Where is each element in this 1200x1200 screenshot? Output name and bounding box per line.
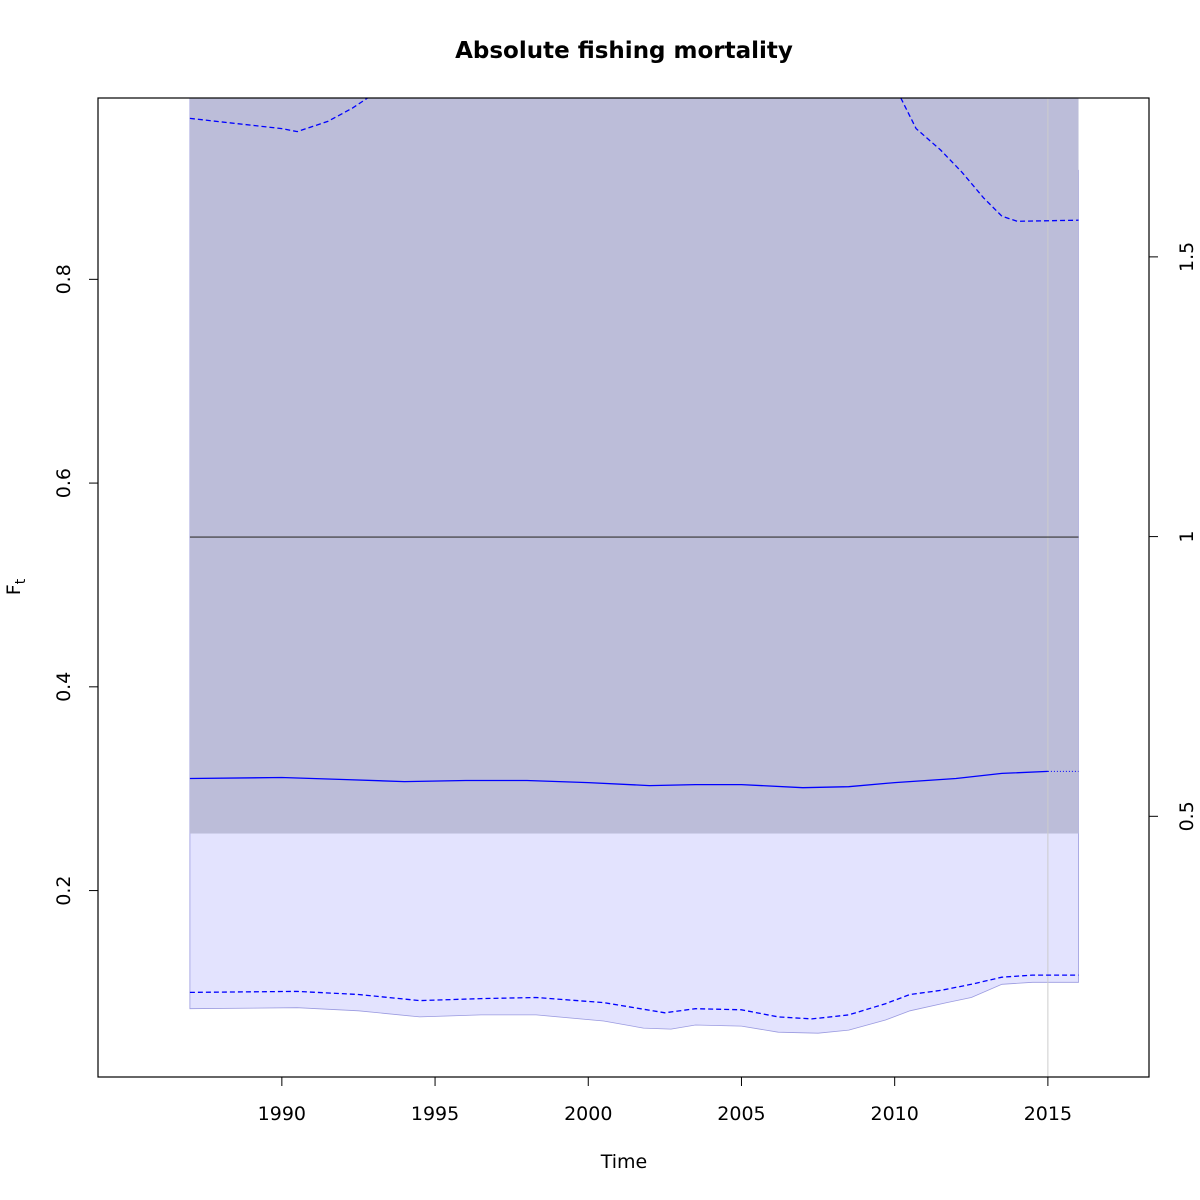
- series-layer: [189, 98, 1079, 1020]
- y-tick-label: 0.2: [53, 875, 75, 905]
- reference-band: [189, 98, 1079, 834]
- plot-frame: [97, 97, 1150, 1078]
- svg-text:Ft: Ft: [3, 578, 29, 595]
- upper-ci-line: [189, 98, 368, 133]
- y-axis-right: 0.5 1 1.5: [1149, 242, 1198, 831]
- y-tick-label: 0.8: [53, 264, 75, 294]
- y-tick-label: 0.4: [53, 672, 75, 702]
- chart-title: Absolute fishing mortality: [455, 38, 793, 64]
- y-axis-left: 0.2 0.4 0.6 0.8: [53, 264, 98, 906]
- y-axis-label: Ft: [3, 578, 29, 595]
- upper-ci-end-line: [900, 98, 1079, 222]
- x-tick-label: 2010: [870, 1103, 918, 1125]
- x-tick-label: 1995: [411, 1103, 459, 1125]
- plot-area: [97, 97, 1150, 1078]
- x-tick-label: 2005: [717, 1103, 765, 1125]
- estimate-line: [189, 770, 1048, 789]
- lower-ci-line: [189, 974, 1079, 1020]
- x-tick-label: 2000: [564, 1103, 612, 1125]
- y2-tick-label: 1: [1176, 531, 1198, 543]
- x-tick-label: 1990: [258, 1103, 306, 1125]
- y2-tick-label: 1.5: [1176, 242, 1198, 272]
- x-axis: 1990 1995 2000 2005 2010 2015: [258, 1077, 1072, 1125]
- y-axis-label-sub: t: [13, 578, 29, 584]
- y-tick-label: 0.6: [53, 468, 75, 498]
- y2-tick-label: 0.5: [1176, 801, 1198, 831]
- y-axis-label-main: F: [3, 584, 25, 595]
- x-axis-label: Time: [600, 1151, 648, 1173]
- x-tick-label: 2015: [1024, 1103, 1072, 1125]
